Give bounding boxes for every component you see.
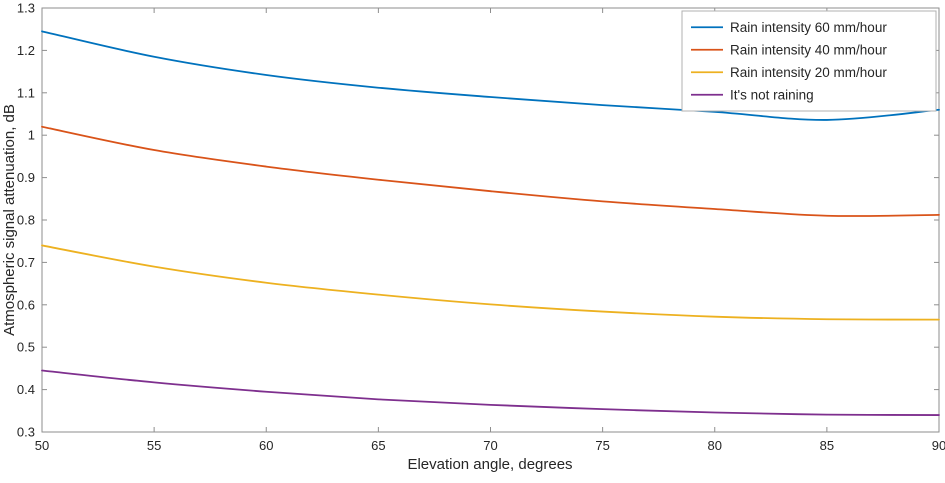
x-tick-label: 85	[820, 438, 834, 453]
x-tick-label: 50	[35, 438, 49, 453]
y-tick-label: 0.9	[17, 170, 35, 185]
x-tick-label: 80	[708, 438, 722, 453]
legend-box[interactable]	[681, 10, 937, 112]
x-axis-label: Elevation angle, degrees	[407, 456, 572, 473]
y-tick-label: 1.1	[17, 85, 35, 100]
y-tick-label: 0.8	[17, 213, 35, 228]
y-axis-label: Atmospheric signal attenuation, dB	[1, 104, 18, 336]
y-tick-label: 1.3	[17, 1, 35, 16]
y-tick-label: 0.7	[17, 255, 35, 270]
legend: Rain intensity 60 mm/hour Rain intensity …	[681, 10, 937, 112]
legend-entry-label-2: Rain intensity 20 mm/hour	[730, 65, 887, 80]
x-tick-label: 55	[147, 438, 161, 453]
y-tick-label: 1	[28, 128, 35, 143]
legend-entry-label-3: It's not raining	[730, 87, 814, 102]
x-tick-label: 90	[932, 438, 945, 453]
series-line-3	[41, 369, 940, 416]
series-line-0	[41, 30, 940, 121]
series-line-2	[41, 244, 940, 321]
y-tick-label: 0.6	[17, 297, 35, 312]
y-tick-label: 0.4	[17, 382, 35, 397]
x-tick-label: 65	[371, 438, 385, 453]
y-tick-label: 0.3	[17, 425, 35, 440]
x-tick-label: 75	[595, 438, 609, 453]
legend-entry-label-0: Rain intensity 60 mm/hour	[730, 20, 887, 35]
x-tick-label: 60	[259, 438, 273, 453]
y-tick-label: 0.5	[17, 340, 35, 355]
x-tick-label: 70	[483, 438, 497, 453]
series-line-1	[41, 125, 940, 217]
legend-entry-label-1: Rain intensity 40 mm/hour	[730, 42, 887, 57]
y-tick-label: 1.2	[17, 43, 35, 58]
plot-area: 50 55 60 65 70 75 80 85 90 0.3 0.4 0.5 0.6 0.7 0.8 0.9 1…	[17, 1, 945, 454]
